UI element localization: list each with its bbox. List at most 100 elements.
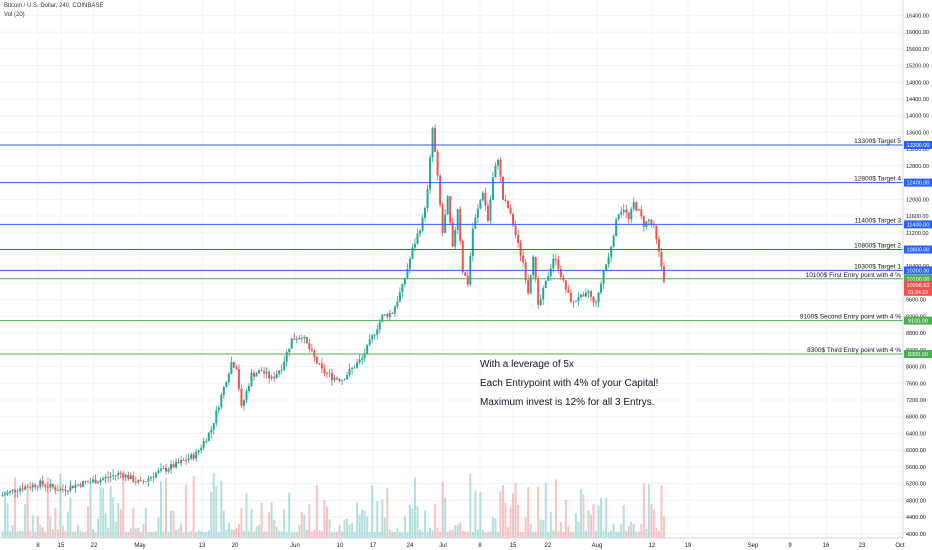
volume-bar xyxy=(562,531,565,538)
volume-bar xyxy=(24,504,27,538)
horizontal-levels[interactable]: 13300$ Target 5 12800$ Target 4 11400$ Tar… xyxy=(0,138,903,355)
candle-body xyxy=(157,470,160,473)
y-tick-label: 15200.00 xyxy=(906,64,929,70)
candle-body xyxy=(164,468,167,472)
volume-bar xyxy=(552,530,555,538)
candle-body xyxy=(180,460,183,464)
candle-body xyxy=(640,209,643,217)
y-tick-label: 11600.00 xyxy=(906,214,929,220)
volume-bar xyxy=(632,523,635,538)
candle-body xyxy=(574,301,577,302)
candle-body xyxy=(127,474,130,480)
note-max-invest: Maximum invest is 12% for all 3 Entrys. xyxy=(480,397,655,408)
candle-body xyxy=(564,280,567,290)
candle-body xyxy=(439,175,442,205)
volume-bar xyxy=(429,527,432,538)
candle-body xyxy=(19,488,22,492)
candle-body xyxy=(303,336,306,339)
y-tick-label: 4800.00 xyxy=(906,498,926,504)
candle-body xyxy=(197,450,200,453)
volume-bar xyxy=(64,530,67,538)
candle-body xyxy=(268,371,271,379)
candle-body xyxy=(318,363,321,364)
y-tick-label: 15600.00 xyxy=(906,47,929,53)
volume-bar xyxy=(250,508,253,538)
candle-body xyxy=(496,159,499,166)
volume-bar xyxy=(84,531,87,538)
volume-bar xyxy=(502,485,504,538)
volume-bar xyxy=(388,529,391,538)
volume-bar xyxy=(522,531,525,538)
volume-bar xyxy=(275,526,278,538)
candle-body xyxy=(411,247,414,259)
candle-body xyxy=(330,373,333,381)
volume-bar xyxy=(333,531,336,538)
level-tag xyxy=(904,245,932,254)
volume-bar xyxy=(16,531,19,538)
candle-body xyxy=(117,472,120,476)
candle-body xyxy=(124,474,127,478)
volume-bar xyxy=(489,531,492,538)
candle-body xyxy=(419,230,422,234)
candle-body xyxy=(441,204,444,233)
candle-body xyxy=(572,301,575,303)
candle-body xyxy=(426,189,429,209)
candle-body xyxy=(94,479,97,484)
price-axis-tags: 13300.00 12400.00 11400.00 10800.00 10300.00… xyxy=(904,140,932,359)
candle-body xyxy=(577,297,580,302)
volume-bar xyxy=(466,531,469,538)
volume-bar xyxy=(391,531,394,538)
candle-body xyxy=(56,490,59,492)
candle-body xyxy=(112,475,115,477)
candle-body xyxy=(652,224,655,226)
volume-bar xyxy=(230,529,233,538)
candle-body xyxy=(444,214,447,233)
candle-body xyxy=(129,475,132,480)
volume-bar xyxy=(308,504,311,538)
candle-body xyxy=(343,379,346,381)
volume-bar xyxy=(92,529,95,538)
volume-bar xyxy=(371,485,374,538)
time-axis[interactable]: 8 15 22 May 13 20 Jun 10 17 24 Jul 8 15 22 Aug 12 19 Sep 9… xyxy=(36,543,905,549)
volume-bar xyxy=(539,519,542,538)
volume-bar xyxy=(182,531,185,538)
volume-bar xyxy=(524,516,527,538)
volume-bar xyxy=(403,516,406,538)
level-label: 10300$ Target 1 xyxy=(854,263,901,270)
candle-body xyxy=(177,461,180,464)
y-tick-label: 4400.00 xyxy=(906,515,926,521)
volume-bar xyxy=(293,531,296,538)
volume-bar xyxy=(597,505,600,538)
x-tick-label: 9 xyxy=(788,543,792,549)
candle-body xyxy=(494,165,497,178)
volume-bar xyxy=(582,494,585,538)
volume-bar xyxy=(469,474,472,538)
volume-bar xyxy=(71,531,74,538)
candle-body xyxy=(225,382,228,387)
level-tag-text: 9100.00 xyxy=(908,319,928,325)
volume-bar xyxy=(444,497,447,538)
y-tick-label: 7600.00 xyxy=(906,381,926,387)
candle-body xyxy=(29,487,32,489)
candle-body xyxy=(295,339,298,340)
volume-bar xyxy=(336,531,339,538)
candle-body xyxy=(504,199,507,202)
y-tick-label: 5600.00 xyxy=(906,465,926,471)
volume-bar xyxy=(280,531,283,538)
volume-bar xyxy=(534,531,537,538)
candle-body xyxy=(590,291,593,297)
volume-bar xyxy=(157,517,160,538)
candle-body xyxy=(393,306,396,314)
volume-bar xyxy=(567,525,570,538)
volume-bar xyxy=(288,492,291,538)
volume-bar xyxy=(449,530,452,538)
volume-bar xyxy=(61,525,64,538)
candle-body xyxy=(491,177,494,200)
volume-bar xyxy=(328,519,331,538)
candle-body xyxy=(446,196,449,215)
volume-bar xyxy=(413,477,416,538)
volume-bar xyxy=(66,511,69,538)
candle-body xyxy=(187,458,190,461)
volume-bar xyxy=(318,530,321,538)
